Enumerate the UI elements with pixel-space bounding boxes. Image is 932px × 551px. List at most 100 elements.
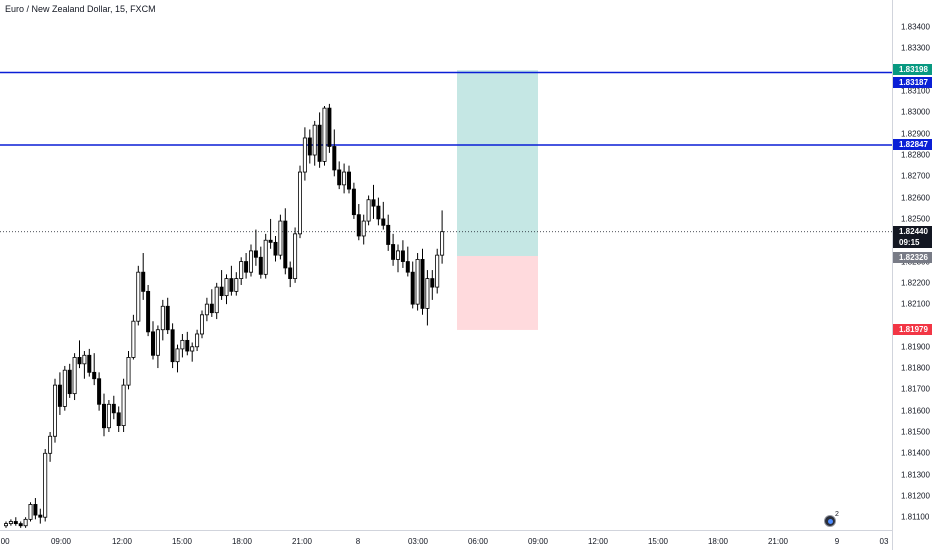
candle-body-12 [62,369,67,407]
price-tick-label: 1.81200 [901,491,930,501]
candle-body-48 [239,261,244,279]
candle-body-39 [195,333,200,348]
candle-body-37 [185,339,190,352]
candle-body-66 [327,107,332,147]
price-tick-label: 1.81900 [901,342,930,352]
candle-body-89 [440,231,445,256]
price-tick-label: 1.82600 [901,193,930,203]
candle-body-49 [244,261,249,273]
candle-body-84 [415,259,420,305]
time-tick-label: 15:00 [647,537,669,546]
price-tick-label: 1.82800 [901,150,930,160]
price-tick-label: 1.83100 [901,86,930,96]
events-flag-count: 2 [835,511,839,518]
candle-body-3 [18,523,23,527]
upper-line-price-badge: 1.83187 [893,77,932,89]
candle-body-32 [160,305,165,331]
time-tick-label: 21:00 [291,537,313,546]
events-flag-icon[interactable] [824,515,836,527]
bar-countdown-badge: 09:15 [893,237,932,249]
candle-body-33 [165,305,170,331]
candle-body-36 [180,339,185,350]
candle-body-9 [48,435,53,454]
candle-body-38 [190,346,195,352]
time-tick-label: 03 [879,537,889,546]
candle-body-69 [342,171,347,186]
candle-body-53 [263,239,268,275]
time-axis[interactable]: :00 09:00 12:00 15:00 18:00 21:00 8 03:00 06:00 0… [0,530,892,551]
candle-body-60 [297,171,302,235]
entry-price-badge: 1.82326 [893,251,932,263]
time-tick-label: 9 [834,537,840,546]
candle-body-35 [175,348,180,363]
candle-body-80 [395,250,400,260]
candle-body-21 [106,403,111,429]
candle-body-43 [214,286,219,314]
time-tick-label: 03:00 [407,537,429,546]
candle-body-65 [322,107,327,162]
candle-body-57 [283,220,288,269]
price-tick-label: 1.82900 [901,129,930,139]
candle-body-52 [258,256,263,275]
candle-body-10 [53,384,58,437]
price-tick-label: 1.82700 [901,171,930,181]
candle-body-2 [13,521,18,525]
price-tick-label: 1.81800 [901,363,930,373]
candle-body-79 [391,244,396,260]
candle-body-56 [278,220,283,256]
time-tick-label: 18:00 [707,537,729,546]
candle-body-44 [219,286,224,297]
candle-body-31 [155,329,160,356]
time-tick-label: 8 [355,537,361,546]
candle-body-25 [126,357,131,386]
candle-body-24 [121,384,126,427]
candle-body-81 [400,250,405,262]
candle-body-88 [435,254,440,288]
price-tick-label: 1.82100 [901,299,930,309]
price-axis[interactable]: 1.83400 1.83300 1.83100 1.83000 1.82900 1.828… [892,0,932,550]
price-tick-label: 1.81100 [901,512,930,522]
candle-body-28 [141,271,146,292]
candle-body-8 [43,452,48,518]
chart-plot-area[interactable] [0,0,892,530]
candle-body-51 [253,250,258,258]
candle-body-23 [116,412,121,426]
candle-body-18 [92,371,97,380]
current-price-badge: 1.82440 [893,226,932,238]
time-tick-label: 09:00 [50,537,72,546]
candle-body-14 [72,357,77,395]
candle-body-85 [420,259,425,309]
candle-body-55 [273,241,278,256]
profit-zone [457,70,538,257]
price-tick-label: 1.83300 [901,43,930,53]
candle-body-58 [288,267,293,279]
candle-body-1 [8,521,13,525]
candle-body-27 [136,271,141,322]
time-tick-label: 21:00 [767,537,789,546]
candle-body-83 [410,271,415,305]
price-tick-label: 1.82500 [901,214,930,224]
lower-line-price-badge: 1.82847 [893,139,932,151]
time-tick-label: 12:00 [111,537,133,546]
candle-body-71 [351,188,356,216]
price-tick-label: 1.81600 [901,406,930,416]
time-tick-label: 15:00 [171,537,193,546]
candle-body-6 [33,504,38,516]
candle-body-72 [356,214,361,237]
time-tick-label: 12:00 [587,537,609,546]
candle-body-50 [248,250,253,273]
stop-price-badge: 1.81979 [893,324,932,336]
price-tick-label: 1.83400 [901,22,930,32]
candle-body-5 [28,504,33,520]
candle-body-7 [38,514,43,518]
target-price-badge: 1.83198 [893,63,932,75]
candle-body-41 [204,303,209,316]
candle-body-87 [430,278,435,288]
candle-body-30 [150,331,155,356]
candle-body-46 [229,278,234,292]
candle-body-15 [77,357,82,365]
price-tick-label: 1.83000 [901,107,930,117]
candle-body-54 [268,239,273,243]
time-tick-label: 18:00 [231,537,253,546]
candle-body-64 [317,124,322,162]
